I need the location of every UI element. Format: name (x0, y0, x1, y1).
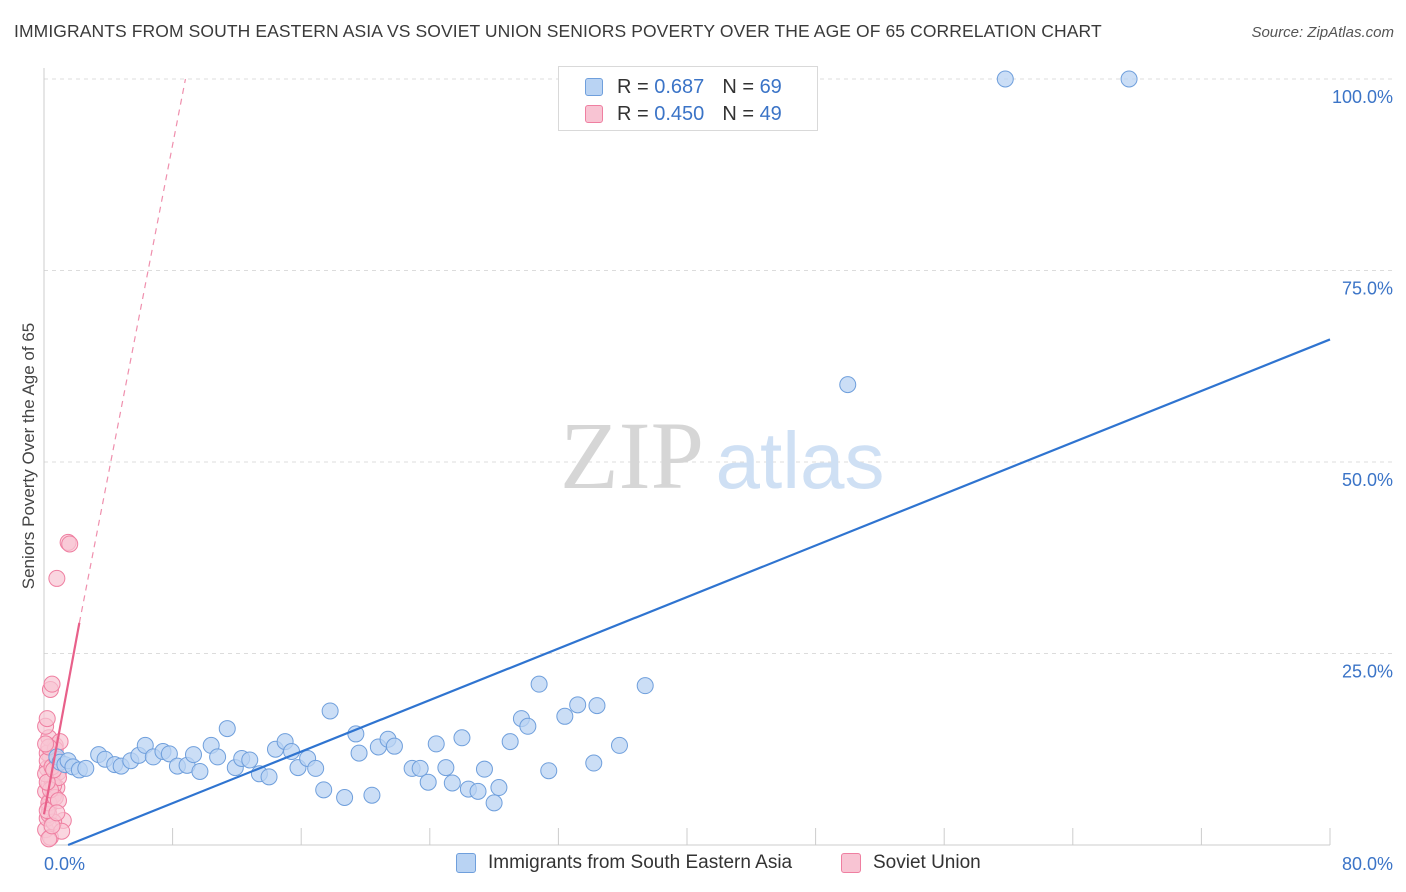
data-point-south-eastern-asia (588, 697, 606, 715)
watermark-atlas: atlas (716, 416, 885, 505)
series-swatch-pink (841, 853, 861, 873)
legend-n-label: N = (722, 102, 754, 125)
data-point-south-eastern-asia (209, 748, 227, 766)
data-point-south-eastern-asia (307, 759, 325, 777)
series-legend-label: Soviet Union (873, 852, 981, 873)
data-point-south-eastern-asia (241, 751, 259, 769)
chart-title: IMMIGRANTS FROM SOUTH EASTERN ASIA VS SO… (14, 21, 1102, 41)
correlation-legend: R = 0.687 N = 69 R = 0.450 N = 49 (558, 66, 818, 131)
data-point-south-eastern-asia (411, 759, 429, 777)
legend-n-value: 49 (759, 102, 782, 125)
trendline-soviet-union (42, 622, 81, 815)
data-point-south-eastern-asia (336, 789, 354, 807)
data-point-south-eastern-asia (77, 759, 95, 777)
data-point-soviet-union (37, 735, 55, 753)
y-tick-label: 75.0% (1342, 279, 1393, 299)
data-point-south-eastern-asia (315, 781, 333, 799)
data-point-south-eastern-asia (437, 759, 455, 777)
legend-r-value: 0.450 (654, 102, 705, 125)
trendline-south-eastern-asia (67, 338, 1331, 847)
legend-row-blue: R = 0.687 N = 69 (585, 75, 782, 99)
legend-row-pink: R = 0.450 N = 49 (585, 102, 782, 126)
legend-r-value: 0.687 (654, 75, 705, 98)
data-point-south-eastern-asia (218, 720, 236, 738)
south-eastern-asia-points (48, 70, 1138, 812)
data-point-south-eastern-asia (419, 773, 437, 791)
data-point-soviet-union (43, 675, 61, 693)
y-axis-label: Seniors Poverty Over the Age of 65 (19, 323, 38, 589)
data-point-south-eastern-asia (839, 376, 857, 394)
trendlines (42, 78, 1331, 847)
gridlines (44, 78, 1392, 654)
legend-swatch-blue (585, 78, 603, 96)
data-point-south-eastern-asia (363, 786, 381, 804)
data-point-south-eastern-asia (321, 702, 339, 720)
data-point-south-eastern-asia (191, 762, 209, 780)
data-point-soviet-union (48, 804, 66, 822)
trendline-soviet-union-extended (78, 78, 187, 623)
legend-swatch-pink (585, 105, 603, 123)
data-point-soviet-union (61, 535, 79, 553)
series-legend-item-pink[interactable]: Soviet Union (841, 852, 981, 874)
watermark-zip: ZIP (560, 402, 704, 509)
data-point-south-eastern-asia (385, 737, 403, 755)
data-point-south-eastern-asia (540, 762, 558, 780)
data-point-south-eastern-asia (569, 696, 587, 714)
watermark: ZIP atlas (560, 402, 884, 509)
y-tick-label: 50.0% (1342, 470, 1393, 490)
data-point-south-eastern-asia (260, 768, 278, 786)
series-legend-label: Immigrants from South Eastern Asia (488, 852, 793, 873)
data-point-south-eastern-asia (350, 744, 368, 762)
series-legend: Immigrants from South Eastern Asia Sovie… (0, 852, 1406, 876)
data-point-south-eastern-asia (469, 782, 487, 800)
data-point-south-eastern-asia (610, 736, 628, 754)
data-point-south-eastern-asia (490, 779, 508, 797)
data-point-south-eastern-asia (501, 733, 519, 751)
legend-r-label: R = (617, 102, 649, 125)
series-swatch-blue (456, 853, 476, 873)
data-point-south-eastern-asia (443, 774, 461, 792)
legend-n-value: 69 (759, 75, 782, 98)
series-legend-item-blue[interactable]: Immigrants from South Eastern Asia (456, 852, 792, 874)
data-point-south-eastern-asia (556, 707, 574, 725)
data-point-south-eastern-asia (585, 754, 603, 772)
data-point-south-eastern-asia (453, 729, 471, 747)
y-tick-label: 25.0% (1342, 662, 1393, 682)
data-point-south-eastern-asia (636, 677, 654, 695)
legend-n-label: N = (722, 75, 754, 98)
source-label: Source: ZipAtlas.com (1251, 24, 1394, 41)
data-point-south-eastern-asia (996, 70, 1014, 88)
data-point-south-eastern-asia (1120, 70, 1138, 88)
data-point-south-eastern-asia (160, 745, 178, 763)
data-point-soviet-union (38, 710, 56, 728)
legend-r-label: R = (617, 75, 649, 98)
data-point-south-eastern-asia (519, 717, 537, 735)
data-point-south-eastern-asia (427, 735, 445, 753)
tick-labels: 25.0% 50.0% 75.0% 100.0% 0.0% 80.0% (44, 87, 1393, 874)
x-tick-label: 80.0% (1342, 854, 1393, 874)
y-tick-label: 100.0% (1332, 87, 1393, 107)
x-tick-label: 0.0% (44, 854, 85, 874)
data-point-south-eastern-asia (485, 794, 503, 812)
data-point-south-eastern-asia (475, 760, 493, 778)
data-point-south-eastern-asia (136, 736, 154, 754)
data-point-south-eastern-asia (530, 675, 548, 693)
data-point-soviet-union (48, 569, 66, 587)
data-point-south-eastern-asia (184, 746, 202, 764)
